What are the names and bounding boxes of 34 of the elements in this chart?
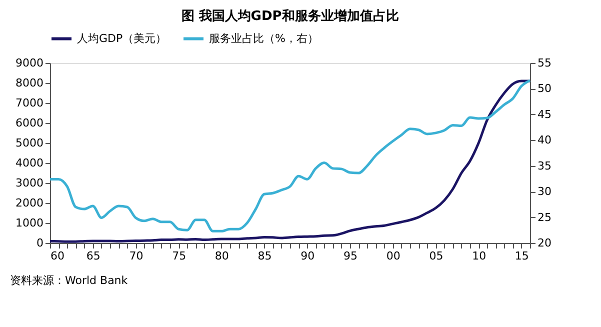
y-tick-label: 8000: [16, 76, 44, 90]
legend-label: 人均GDP（美元）: [77, 32, 167, 45]
y2-tick-label: 40: [538, 134, 552, 147]
x-tick-label: 90: [300, 250, 315, 262]
x-tick-label: 80: [214, 250, 229, 262]
x-tick-label: 05: [429, 250, 444, 262]
y-tick-label: 0: [36, 236, 44, 250]
y-tick-label: 6000: [16, 116, 44, 130]
x-tick-label: 60: [50, 250, 64, 262]
x-tick-label: 70: [129, 250, 144, 262]
x-tick-label: 85: [258, 250, 272, 262]
y-tick-label: 3000: [16, 176, 44, 190]
x-tick-label: 95: [344, 250, 358, 262]
x-tick-label: 10: [472, 250, 486, 262]
text: 资料来源：World Bank: [10, 274, 128, 287]
y-tick-label: 5000: [16, 136, 44, 150]
x-tick-label: 65: [86, 250, 100, 262]
y-tick-label: 4000: [16, 156, 44, 170]
y2-tick-label: 50: [538, 82, 552, 96]
y-tick-label: 2000: [16, 196, 44, 210]
y2-tick-label: 20: [538, 236, 552, 250]
x-tick-label: 15: [514, 250, 529, 262]
y-tick-label: 9000: [16, 56, 44, 70]
x-tick-label: 00: [386, 250, 400, 262]
y2-tick-label: 55: [538, 56, 552, 70]
y-tick-label: 1000: [16, 216, 44, 230]
y-tick-label: 7000: [16, 96, 44, 110]
legend-label: 服务业占比（%，右）: [209, 32, 318, 45]
y2-tick-label: 25: [538, 210, 552, 224]
y2-tick-label: 45: [538, 108, 552, 121]
y2-tick-label: 30: [538, 185, 552, 198]
x-tick-label: 75: [172, 250, 186, 262]
chart-title: 图 我国人均GDP和服务业增加值占比: [181, 8, 399, 24]
y2-tick-label: 35: [538, 159, 552, 172]
